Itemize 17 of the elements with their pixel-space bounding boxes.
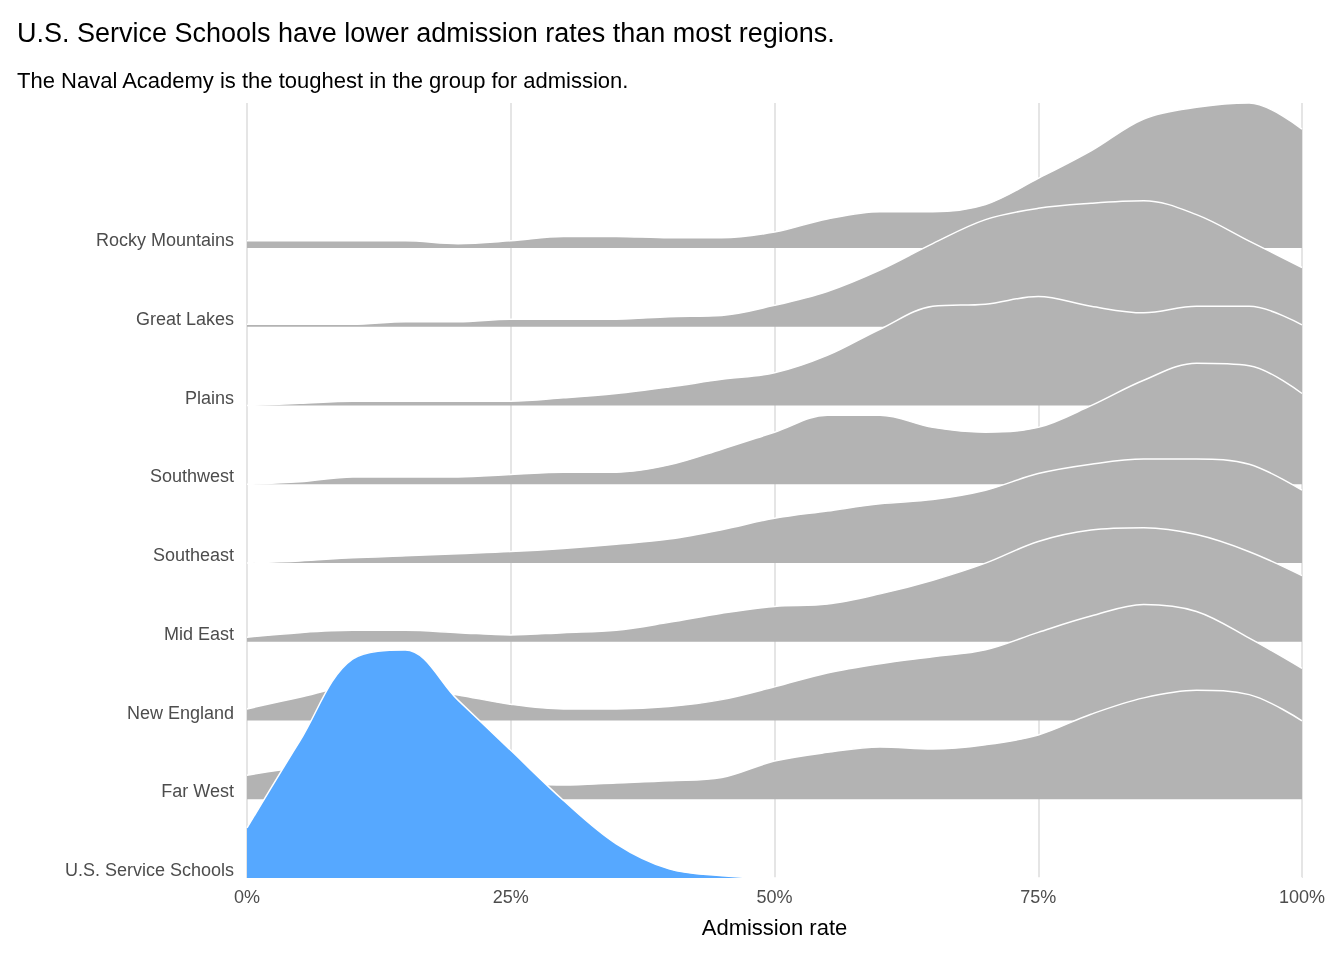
series-label: Mid East [163, 623, 234, 644]
series-label: Southwest [149, 466, 234, 487]
x-tick-label: 100% [1278, 887, 1326, 907]
x-tick-label: 0% [233, 887, 261, 907]
x-tick-label: 75% [1020, 887, 1057, 907]
series-label: Southeast [152, 545, 234, 565]
series-label: Rocky Mountains [95, 230, 234, 250]
series-label: New England [126, 702, 234, 723]
x-axis-title: Admission rate [701, 914, 848, 940]
x-tick-label: 50% [756, 887, 793, 907]
series-label: Great Lakes [135, 308, 234, 329]
x-tick-label: 25% [492, 887, 529, 907]
series-label: Plains [184, 387, 234, 408]
chart-subtitle: The Naval Academy is the toughest in the group for admission. [17, 67, 629, 93]
series-label: U.S. Service Schools [64, 860, 234, 880]
chart-title: U.S. Service Schools have lower admission rates than most regions. [17, 17, 835, 48]
series-label: Far West [161, 781, 234, 802]
